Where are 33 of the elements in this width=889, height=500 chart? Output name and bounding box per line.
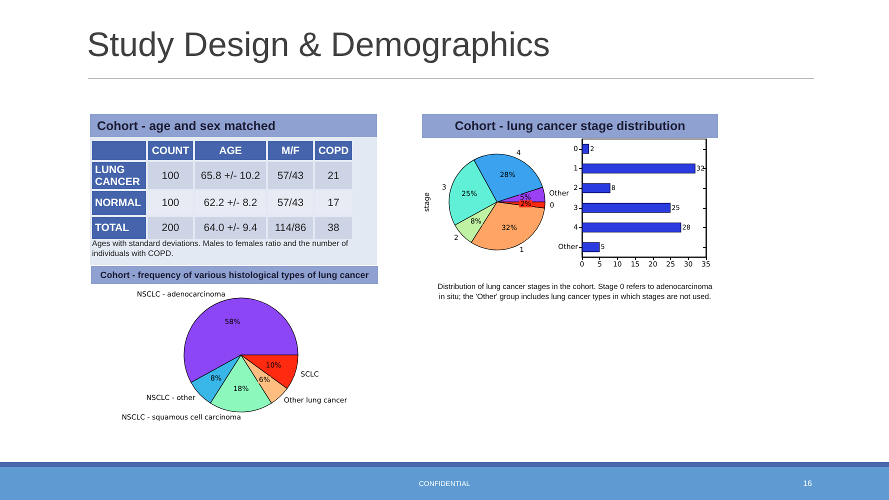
bar	[582, 222, 682, 232]
category-label: TOTAL	[95, 222, 130, 234]
text: 17	[328, 197, 340, 209]
text: Ages with standard deviations. Males to females ratio and the number of individuals with COPD.	[92, 239, 350, 259]
category-label: M/F	[268, 141, 313, 160]
chart-title: Cohort - lung cancer stage distribution	[454, 119, 686, 133]
category-label: COUNT	[148, 141, 193, 160]
category-label: COPD	[315, 141, 352, 160]
bar	[582, 202, 671, 213]
bar	[582, 144, 590, 154]
category-label: NORMAL	[95, 197, 142, 209]
category-label: AGE	[195, 141, 266, 160]
text: 38	[328, 222, 340, 234]
chart-title: Cohort - frequency of various histological types of lung cancer	[100, 270, 369, 280]
text: 57/43	[277, 197, 304, 209]
bar	[582, 183, 610, 194]
text: 100	[162, 197, 180, 209]
text: 16	[803, 479, 812, 489]
text: 114/86	[274, 222, 306, 234]
text: 64.0 +/- 9.4	[204, 222, 258, 234]
text: 62.2 +/- 8.2	[204, 197, 258, 209]
text: 57/43	[277, 170, 304, 182]
text: 65.8 +/- 10.2	[200, 170, 260, 182]
text: Study Design & Demographics	[87, 25, 550, 65]
text: 200	[162, 222, 180, 234]
bar	[582, 242, 600, 252]
text: 100	[162, 170, 180, 182]
heading-banner: Cohort - frequency of various histological types of lung cancer	[91, 266, 378, 284]
category-label: LUNG CANCER	[95, 164, 140, 188]
text: 21	[328, 170, 340, 182]
heading-banner: Cohort - age and sex matched	[90, 114, 377, 137]
bar	[582, 164, 696, 174]
heading-banner: Cohort - lung cancer stage distribution	[422, 114, 718, 138]
